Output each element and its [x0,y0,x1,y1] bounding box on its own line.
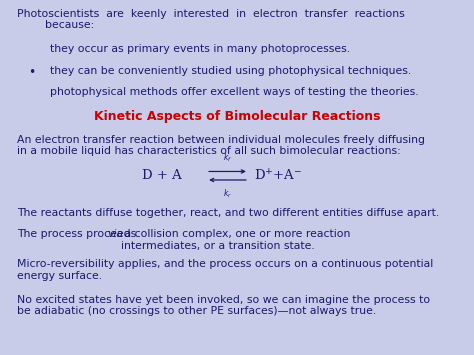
Text: $k_f$: $k_f$ [223,152,232,164]
Text: No excited states have yet been invoked, so we can imagine the process to
be adi: No excited states have yet been invoked,… [17,295,430,316]
Text: The reactants diffuse together, react, and two different entities diffuse apart.: The reactants diffuse together, react, a… [17,208,439,218]
Text: via: via [108,229,124,239]
Text: The process proceeds: The process proceeds [17,229,139,239]
Text: Kinetic Aspects of Bimolecular Reactions: Kinetic Aspects of Bimolecular Reactions [94,110,380,123]
Text: they occur as primary events in many photoprocesses.: they occur as primary events in many pho… [50,44,350,54]
Text: Micro-reversibility applies, and the process occurs on a continuous potential
en: Micro-reversibility applies, and the pro… [17,259,433,281]
Text: D$^{+}$+A$^{-}$: D$^{+}$+A$^{-}$ [254,168,302,184]
Text: D + A: D + A [142,169,182,182]
Text: •: • [28,66,36,79]
Text: photophysical methods offer excellent ways of testing the theories.: photophysical methods offer excellent wa… [50,87,419,97]
Text: $k_r$: $k_r$ [223,187,232,200]
Text: a collision complex, one or more reaction
intermediates, or a transition state.: a collision complex, one or more reactio… [121,229,350,251]
Text: An electron transfer reaction between individual molecules freely diffusing
in a: An electron transfer reaction between in… [17,135,425,157]
Text: they can be conveniently studied using photophysical techniques.: they can be conveniently studied using p… [50,66,411,76]
Text: Photoscientists  are  keenly  interested  in  electron  transfer  reactions
    : Photoscientists are keenly interested in… [17,9,404,31]
